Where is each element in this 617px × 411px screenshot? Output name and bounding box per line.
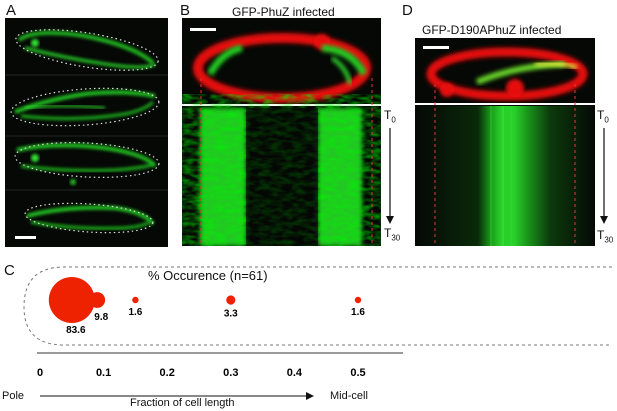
panel-d-time-end: T30: [597, 228, 614, 245]
panel-b-figure: [182, 18, 381, 246]
panel-b-time-arrow: [386, 128, 394, 224]
x-tick-label-4: 0.4: [287, 367, 303, 379]
panel-c-label: C: [4, 262, 15, 279]
panel-b-scale-bar: [190, 28, 216, 31]
panel-b-time-start: T0: [384, 108, 396, 125]
panel-c-chart: 83.6 9.8 1.6 3.3 1.6 0 0.1 0.2 0.3 0.4 0.5: [23, 266, 612, 400]
x-start-label: Pole: [2, 390, 25, 402]
panel-d-time-arrow: [600, 128, 608, 224]
panel-a-frame-3: [14, 142, 160, 185]
panel-b-time-end: T30: [384, 226, 401, 243]
bubble-1: [89, 292, 106, 308]
x-end-label: Mid-cell: [330, 390, 368, 402]
bubble-4: [354, 296, 362, 304]
bubble-label-3: 3.3: [224, 309, 238, 320]
panel-d-title: GFP-D190APhuZ infected: [422, 23, 562, 37]
panel-d-cell-image: [423, 46, 588, 101]
panel-d-scale-bar: [423, 46, 449, 49]
panel-d-figure: [415, 38, 595, 246]
bubble-label-2: 1.6: [128, 307, 142, 318]
panel-a-label: A: [6, 2, 17, 19]
panel-b-kymograph: [182, 108, 381, 246]
bubble-label-4: 1.6: [351, 307, 365, 318]
panel-b-label: B: [180, 2, 191, 19]
panel-d-kymograph: [415, 106, 595, 246]
x-tick-label-3: 0.3: [223, 367, 238, 379]
bubble-label-0: 83.6: [66, 325, 86, 336]
bubble-0: [48, 277, 95, 323]
panel-b-cell-image: [190, 28, 371, 103]
cell-outline: [23, 266, 612, 346]
panel-a-frame-4: [24, 202, 155, 234]
panel-d-label: D: [402, 2, 413, 19]
panel-a-frame-2: [10, 87, 160, 127]
x-tick-label-2: 0.2: [160, 367, 175, 379]
panel-d-time-start: T0: [597, 108, 609, 125]
x-direction-arrowhead: [306, 392, 314, 400]
bubble-3: [226, 295, 236, 305]
x-axis-label: Fraction of cell length: [130, 397, 235, 409]
chart-title: % Occurence (n=61): [148, 268, 268, 283]
panel-b-title: GFP-PhuZ infected: [232, 5, 335, 19]
bubble-2: [132, 296, 139, 304]
panel-a-frame-1: [15, 29, 159, 71]
x-tick-label-5: 0.5: [350, 367, 365, 379]
x-tick-label-0: 0: [37, 367, 43, 379]
bubble-label-1: 9.8: [94, 312, 108, 323]
panel-a-scale-bar: [15, 236, 36, 239]
x-tick-label-1: 0.1: [96, 367, 111, 379]
panel-a-micrographs: [5, 18, 168, 247]
